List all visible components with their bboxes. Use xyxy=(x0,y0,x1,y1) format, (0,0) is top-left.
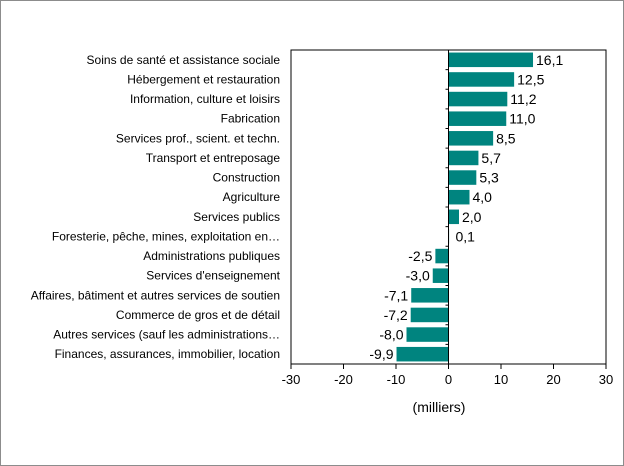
bar xyxy=(432,268,449,283)
category-label: Information, culture et loisirs xyxy=(130,92,280,106)
value-label: -7,1 xyxy=(384,287,408,303)
category-label: Services prof., scient. et techn. xyxy=(116,131,280,145)
value-label: 0,1 xyxy=(456,228,476,244)
bar xyxy=(448,52,534,68)
x-tick-label: 20 xyxy=(546,372,560,387)
category-label: Fabrication xyxy=(221,112,280,126)
value-label: -3,0 xyxy=(406,268,430,284)
category-label: Hébergement et restauration xyxy=(127,72,280,86)
x-tick-label: 30 xyxy=(599,372,613,387)
category-label: Autres services (sauf les administration… xyxy=(53,328,280,342)
x-axis-ticks-group: -30 -20 -10 0 10 20 30 xyxy=(282,364,613,387)
bar xyxy=(396,346,449,362)
value-label: 8,5 xyxy=(496,130,516,146)
category-label: Services publics xyxy=(193,210,280,224)
bar xyxy=(410,307,449,323)
bar xyxy=(448,150,479,166)
bar xyxy=(448,209,459,225)
value-label: 5,3 xyxy=(479,170,499,186)
category-label: Administrations publiques xyxy=(143,249,280,263)
category-label: Transport et entreposage xyxy=(146,151,281,165)
value-label: 2,0 xyxy=(462,209,482,225)
category-label: Foresterie, pêche, mines, exploitation e… xyxy=(52,229,280,243)
category-label: Agriculture xyxy=(223,190,281,204)
value-label: -7,2 xyxy=(384,307,408,323)
x-tick-label: -10 xyxy=(387,372,406,387)
bar xyxy=(448,131,494,146)
category-labels-group: Soins de santé et assistance sociale Hébe… xyxy=(31,53,281,361)
category-label: Soins de santé et assistance sociale xyxy=(87,53,281,67)
bar xyxy=(411,288,449,303)
value-label: 11,0 xyxy=(509,111,535,127)
bar xyxy=(406,327,449,342)
category-label: Construction xyxy=(213,171,280,185)
value-labels-group: 16,1 12,5 11,2 11,0 8,5 5,7 5,3 4,0 2,0 0,1 -2,5 -3… xyxy=(369,52,563,362)
value-label: 16,1 xyxy=(536,52,563,68)
value-label: -9,9 xyxy=(369,346,393,362)
x-tick-label: -20 xyxy=(334,372,353,387)
bar xyxy=(448,189,470,205)
value-label: 11,2 xyxy=(510,91,536,107)
bars-group xyxy=(396,52,534,362)
x-tick-label: 10 xyxy=(494,372,508,387)
category-label: Affaires, bâtiment et autres services de… xyxy=(31,288,280,302)
category-label: Commerce de gros et de détail xyxy=(116,308,280,322)
bar xyxy=(448,111,507,126)
category-label: Finances, assurances, immobilier, locati… xyxy=(55,347,280,361)
x-axis-title: (milliers) xyxy=(413,399,466,415)
category-label: Services d'enseignement xyxy=(146,269,280,283)
bar xyxy=(448,72,515,87)
bar xyxy=(448,170,477,185)
value-label: 4,0 xyxy=(473,189,493,205)
bar xyxy=(435,248,449,264)
value-label: -8,0 xyxy=(379,327,403,343)
value-label: 12,5 xyxy=(517,71,544,87)
x-tick-label: -30 xyxy=(282,372,301,387)
bar xyxy=(448,91,508,107)
value-label: -2,5 xyxy=(408,248,432,264)
x-tick-label: 0 xyxy=(445,372,452,387)
value-label: 5,7 xyxy=(481,150,501,166)
